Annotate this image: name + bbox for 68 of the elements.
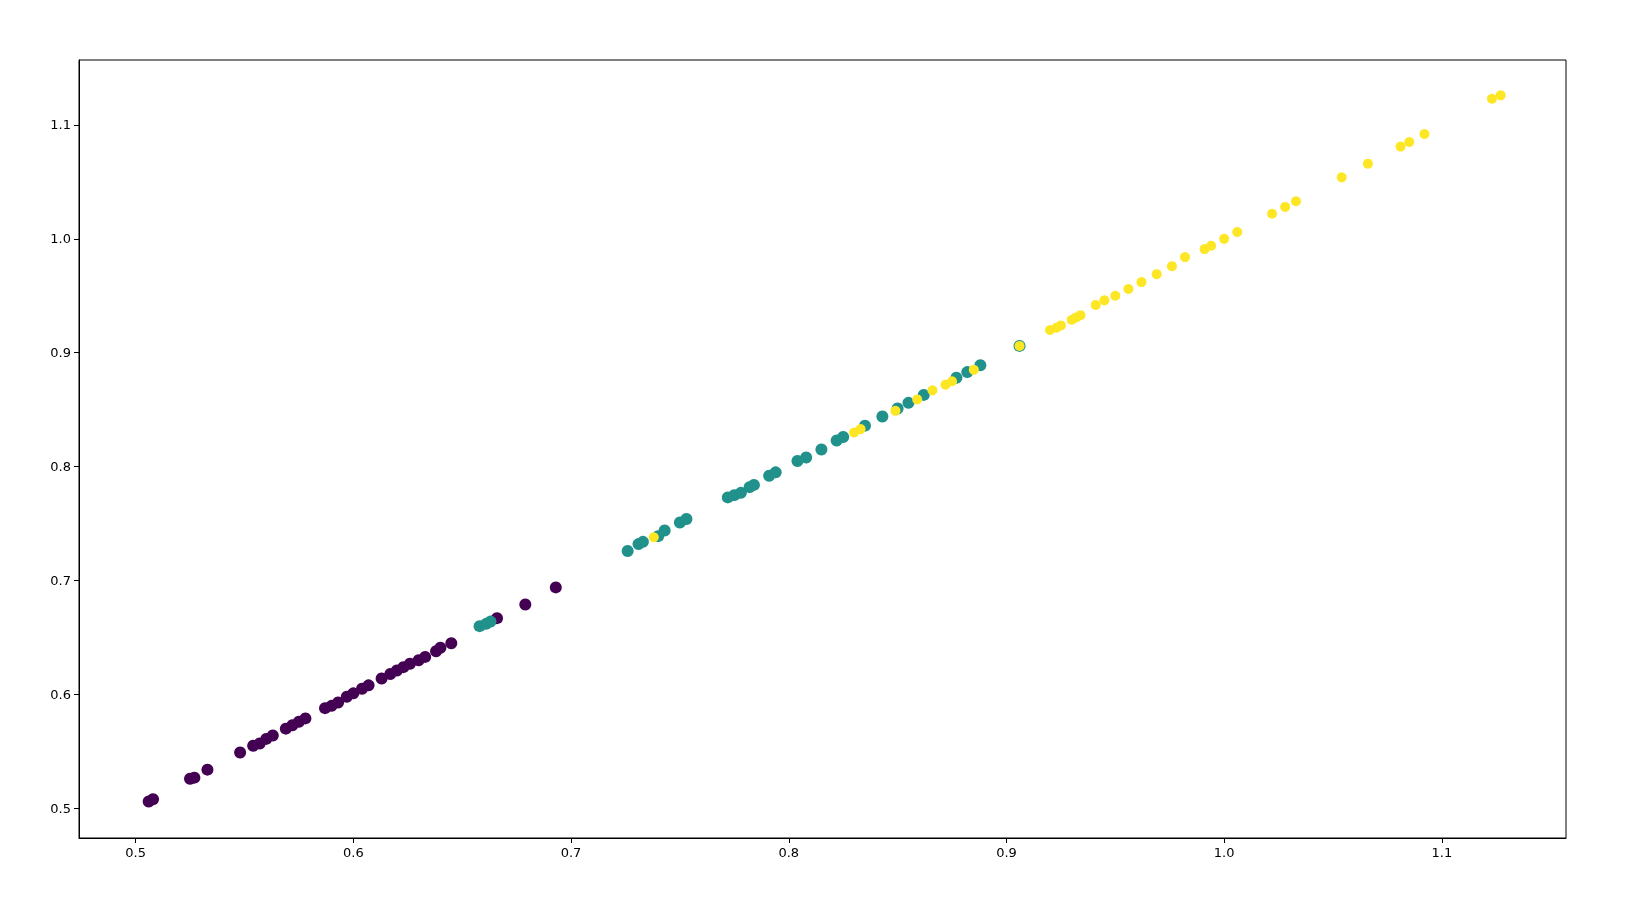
point <box>1075 310 1086 321</box>
point <box>1362 158 1373 169</box>
point <box>621 544 634 557</box>
point <box>1110 290 1121 301</box>
point <box>800 451 813 464</box>
point <box>648 532 659 543</box>
point <box>1055 320 1066 331</box>
point <box>519 598 532 611</box>
point <box>362 679 375 692</box>
y-tick-label: 0.6 <box>50 686 71 702</box>
point <box>1232 227 1243 237</box>
x-tick-label: 0.7 <box>560 845 582 860</box>
point <box>266 729 279 742</box>
point <box>658 524 671 537</box>
point <box>1267 208 1278 219</box>
point <box>484 615 497 628</box>
point <box>734 486 747 499</box>
x-tick-label: 0.9 <box>996 845 1017 860</box>
point <box>1180 252 1190 263</box>
point <box>1395 141 1406 152</box>
point <box>947 376 958 387</box>
point <box>147 793 160 806</box>
point <box>419 650 432 663</box>
point <box>1166 261 1177 272</box>
point <box>201 763 214 776</box>
point <box>837 431 850 444</box>
x-tick-label: 0.5 <box>125 845 146 860</box>
point <box>1136 277 1147 288</box>
x-tick-label: 1.1 <box>1431 845 1453 860</box>
x-tick-label: 1.0 <box>1213 845 1235 860</box>
point <box>347 687 360 700</box>
point <box>1419 129 1430 140</box>
point <box>1336 172 1347 183</box>
point <box>968 364 979 375</box>
point <box>1486 93 1497 104</box>
point <box>549 581 562 594</box>
point <box>332 696 345 709</box>
point <box>769 466 782 479</box>
point <box>912 394 923 405</box>
point <box>855 424 866 435</box>
x-tick-label: 0.6 <box>342 845 364 860</box>
point <box>1219 233 1230 244</box>
point <box>815 443 828 456</box>
point <box>1123 283 1134 294</box>
point <box>434 641 447 654</box>
point <box>902 396 915 409</box>
point <box>1280 201 1291 212</box>
y-tick-label: 1.0 <box>50 231 71 247</box>
point <box>1090 299 1101 310</box>
y-tick-label: 0.7 <box>50 573 71 589</box>
y-tick-label: 0.5 <box>50 800 71 816</box>
y-tick-label: 1.1 <box>50 117 71 133</box>
y-tick-label: 0.9 <box>50 345 71 361</box>
point <box>234 746 247 759</box>
point <box>1206 240 1217 251</box>
y-tick-label: 0.8 <box>50 459 71 475</box>
point <box>680 513 693 526</box>
point <box>445 637 458 650</box>
point <box>299 712 312 725</box>
point <box>1404 137 1415 148</box>
point <box>1151 269 1162 280</box>
point <box>927 385 938 396</box>
point <box>636 535 649 548</box>
point <box>876 410 889 423</box>
x-tick-label: 0.8 <box>778 845 800 860</box>
point <box>1495 90 1506 101</box>
point <box>1291 196 1302 207</box>
point <box>1099 295 1110 306</box>
